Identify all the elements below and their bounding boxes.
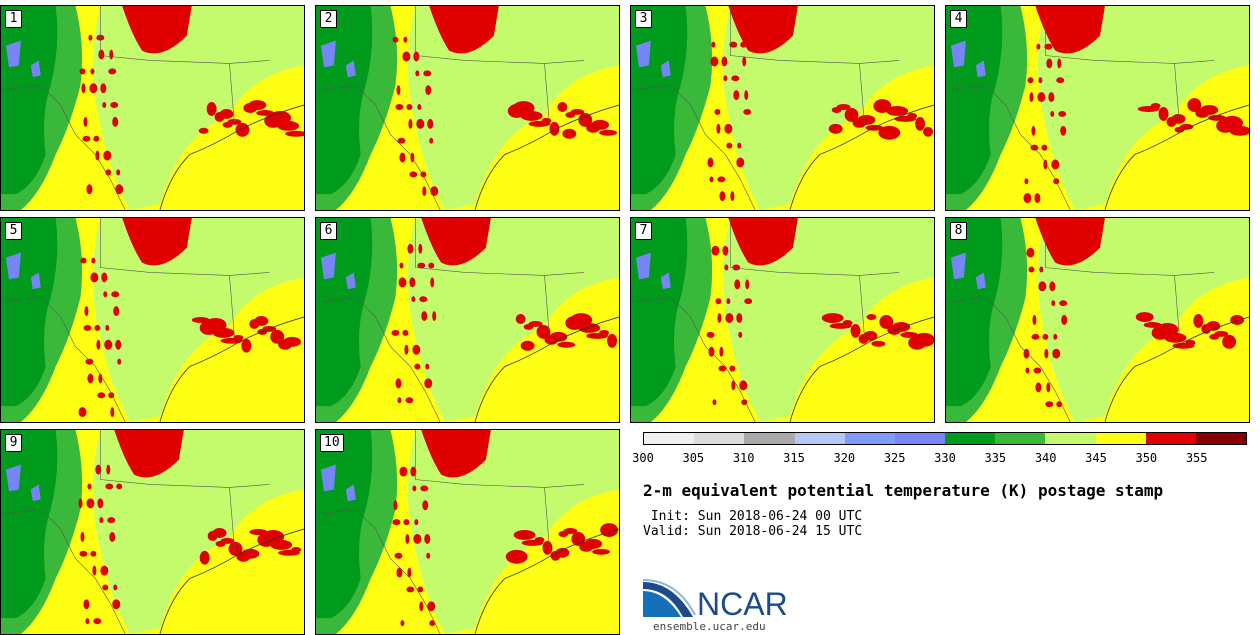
colorbar-segment [1095, 433, 1146, 444]
colorbar-tick-label: 335 [984, 451, 1007, 465]
colorbar-segment [995, 433, 1046, 444]
colorbar-tick-label: 300 [632, 451, 654, 465]
url-text: ensemble.ucar.edu [653, 620, 766, 633]
ensemble-member-panel: 7 [630, 217, 935, 423]
svg-text:NCAR: NCAR [697, 586, 788, 622]
member-label: 8 [950, 222, 967, 240]
valid-time: Valid: Sun 2018-06-24 15 UTC [643, 524, 863, 539]
member-label: 9 [5, 434, 22, 452]
colorbar-tick-label: 310 [732, 451, 755, 465]
plot-title: 2-m equivalent potential temperature (K)… [643, 481, 1164, 500]
member-label: 10 [320, 434, 344, 452]
colorbar-tick-label: 315 [783, 451, 805, 465]
ensemble-member-panel: 1 [0, 5, 305, 211]
colorbar-segment [894, 433, 946, 444]
ensemble-member-panel: 6 [315, 217, 620, 423]
ensemble-member-panel: 4 [945, 5, 1250, 211]
colorbar-tick-label: 330 [934, 451, 956, 465]
member-label: 5 [5, 222, 22, 240]
colorbar-segment [844, 433, 895, 444]
member-label: 2 [320, 10, 337, 28]
member-label: 4 [950, 10, 967, 28]
member-label: 6 [320, 222, 337, 240]
colorbar-tick-label: 345 [1085, 451, 1107, 465]
ensemble-member-panel: 2 [315, 5, 620, 211]
ensemble-member-panel: 8 [945, 217, 1250, 423]
ensemble-member-panel: 3 [630, 5, 935, 211]
colorbar [643, 432, 1247, 445]
member-label: 3 [635, 10, 652, 28]
colorbar-segment [794, 433, 845, 444]
colorbar-segment [694, 433, 745, 444]
colorbar-tick-label: 350 [1135, 451, 1158, 465]
member-label: 1 [5, 10, 22, 28]
colorbar-segment [945, 433, 996, 444]
colorbar-tick-label: 355 [1185, 451, 1208, 465]
colorbar-segment [1195, 433, 1247, 444]
ensemble-member-panel: 9 [0, 429, 305, 635]
colorbar-tick-label: 320 [833, 451, 856, 465]
colorbar-tick-label: 305 [682, 451, 705, 465]
colorbar-segment [644, 433, 695, 444]
ensemble-member-panel: 5 [0, 217, 305, 423]
colorbar-tick-label: 340 [1034, 451, 1057, 465]
ncar-logo: NCAR [642, 577, 803, 622]
ensemble-member-panel: 10 [315, 429, 620, 635]
init-time: Init: Sun 2018-06-24 00 UTC [643, 509, 863, 524]
colorbar-tick-label: 325 [883, 451, 906, 465]
member-label: 7 [635, 222, 652, 240]
colorbar-segment [744, 433, 795, 444]
colorbar-segment [1145, 433, 1196, 444]
colorbar-segment [1045, 433, 1096, 444]
